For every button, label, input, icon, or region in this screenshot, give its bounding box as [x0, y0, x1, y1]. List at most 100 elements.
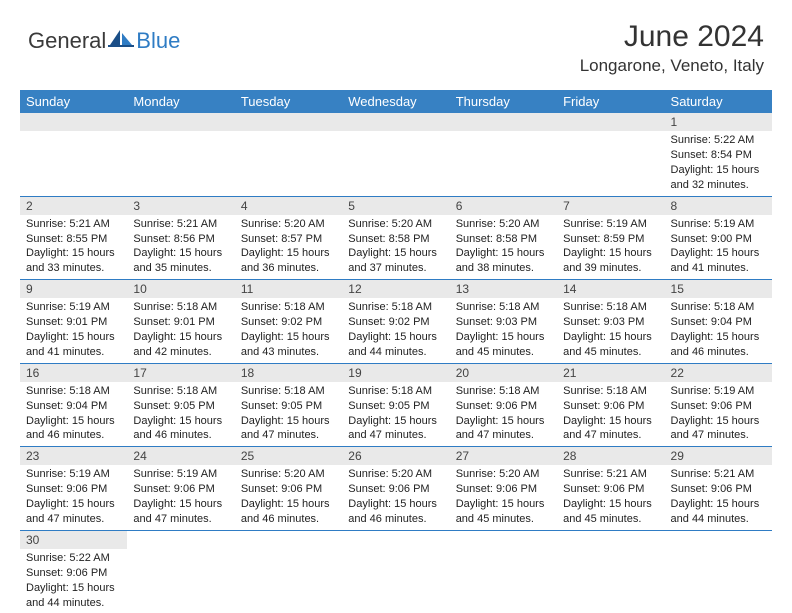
daylight-text: Daylight: 15 hours and 47 minutes.: [456, 414, 551, 444]
day-cell: [665, 530, 772, 613]
day-details: Sunrise: 5:19 AMSunset: 9:06 PMDaylight:…: [665, 382, 772, 446]
daylight-text: Daylight: 15 hours and 33 minutes.: [26, 246, 121, 276]
day-number-empty: [20, 113, 127, 131]
daylight-text: Daylight: 15 hours and 47 minutes.: [671, 414, 766, 444]
day-cell: 16Sunrise: 5:18 AMSunset: 9:04 PMDayligh…: [20, 363, 127, 447]
day-details: Sunrise: 5:18 AMSunset: 9:02 PMDaylight:…: [235, 298, 342, 362]
week-row: 1Sunrise: 5:22 AMSunset: 8:54 PMDaylight…: [20, 113, 772, 196]
sunrise-text: Sunrise: 5:18 AM: [456, 300, 551, 315]
daylight-text: Daylight: 15 hours and 43 minutes.: [241, 330, 336, 360]
sunrise-text: Sunrise: 5:18 AM: [26, 384, 121, 399]
day-number: 25: [235, 447, 342, 465]
day-details: Sunrise: 5:20 AMSunset: 9:06 PMDaylight:…: [450, 465, 557, 529]
day-number-empty: [235, 113, 342, 131]
brand-part1: General: [28, 28, 106, 54]
day-cell: 26Sunrise: 5:20 AMSunset: 9:06 PMDayligh…: [342, 447, 449, 531]
daylight-text: Daylight: 15 hours and 37 minutes.: [348, 246, 443, 276]
sunset-text: Sunset: 9:06 PM: [241, 482, 336, 497]
weekday-header: Wednesday: [342, 90, 449, 113]
day-number: 8: [665, 197, 772, 215]
day-cell: 24Sunrise: 5:19 AMSunset: 9:06 PMDayligh…: [127, 447, 234, 531]
sunrise-text: Sunrise: 5:20 AM: [241, 467, 336, 482]
day-details: Sunrise: 5:22 AMSunset: 8:54 PMDaylight:…: [665, 131, 772, 195]
day-number: 21: [557, 364, 664, 382]
sunset-text: Sunset: 9:05 PM: [241, 399, 336, 414]
day-cell: 11Sunrise: 5:18 AMSunset: 9:02 PMDayligh…: [235, 280, 342, 364]
day-cell: 2Sunrise: 5:21 AMSunset: 8:55 PMDaylight…: [20, 196, 127, 280]
daylight-text: Daylight: 15 hours and 45 minutes.: [456, 497, 551, 527]
sunset-text: Sunset: 9:05 PM: [133, 399, 228, 414]
sunset-text: Sunset: 8:58 PM: [348, 232, 443, 247]
day-number: 5: [342, 197, 449, 215]
daylight-text: Daylight: 15 hours and 47 minutes.: [563, 414, 658, 444]
daylight-text: Daylight: 15 hours and 41 minutes.: [671, 246, 766, 276]
day-cell: [450, 113, 557, 196]
daylight-text: Daylight: 15 hours and 38 minutes.: [456, 246, 551, 276]
brand-part2: Blue: [136, 28, 180, 54]
daylight-text: Daylight: 15 hours and 47 minutes.: [26, 497, 121, 527]
sunrise-text: Sunrise: 5:19 AM: [563, 217, 658, 232]
day-details: Sunrise: 5:18 AMSunset: 9:03 PMDaylight:…: [557, 298, 664, 362]
daylight-text: Daylight: 15 hours and 45 minutes.: [563, 330, 658, 360]
day-details: Sunrise: 5:19 AMSunset: 9:06 PMDaylight:…: [127, 465, 234, 529]
day-cell: 3Sunrise: 5:21 AMSunset: 8:56 PMDaylight…: [127, 196, 234, 280]
day-number-empty: [127, 113, 234, 131]
day-number: 3: [127, 197, 234, 215]
sunrise-text: Sunrise: 5:18 AM: [563, 300, 658, 315]
sunset-text: Sunset: 9:04 PM: [671, 315, 766, 330]
day-number: 30: [20, 531, 127, 549]
day-cell: 20Sunrise: 5:18 AMSunset: 9:06 PMDayligh…: [450, 363, 557, 447]
day-cell: [235, 113, 342, 196]
day-cell: 18Sunrise: 5:18 AMSunset: 9:05 PMDayligh…: [235, 363, 342, 447]
sunrise-text: Sunrise: 5:20 AM: [241, 217, 336, 232]
daylight-text: Daylight: 15 hours and 44 minutes.: [671, 497, 766, 527]
sunset-text: Sunset: 8:59 PM: [563, 232, 658, 247]
day-cell: 12Sunrise: 5:18 AMSunset: 9:02 PMDayligh…: [342, 280, 449, 364]
day-cell: 29Sunrise: 5:21 AMSunset: 9:06 PMDayligh…: [665, 447, 772, 531]
sunrise-text: Sunrise: 5:21 AM: [671, 467, 766, 482]
day-number: 6: [450, 197, 557, 215]
day-number-empty: [342, 113, 449, 131]
sunset-text: Sunset: 8:58 PM: [456, 232, 551, 247]
day-details: Sunrise: 5:18 AMSunset: 9:06 PMDaylight:…: [557, 382, 664, 446]
day-cell: 1Sunrise: 5:22 AMSunset: 8:54 PMDaylight…: [665, 113, 772, 196]
daylight-text: Daylight: 15 hours and 47 minutes.: [348, 414, 443, 444]
day-cell: [557, 530, 664, 613]
sunset-text: Sunset: 9:02 PM: [241, 315, 336, 330]
day-number: 13: [450, 280, 557, 298]
sunrise-text: Sunrise: 5:21 AM: [26, 217, 121, 232]
sunset-text: Sunset: 9:06 PM: [26, 482, 121, 497]
sunset-text: Sunset: 9:06 PM: [456, 399, 551, 414]
day-details: Sunrise: 5:18 AMSunset: 9:03 PMDaylight:…: [450, 298, 557, 362]
day-details: Sunrise: 5:18 AMSunset: 9:05 PMDaylight:…: [127, 382, 234, 446]
day-number: 28: [557, 447, 664, 465]
sunset-text: Sunset: 9:00 PM: [671, 232, 766, 247]
day-number: 10: [127, 280, 234, 298]
daylight-text: Daylight: 15 hours and 39 minutes.: [563, 246, 658, 276]
day-number: 20: [450, 364, 557, 382]
day-cell: 10Sunrise: 5:18 AMSunset: 9:01 PMDayligh…: [127, 280, 234, 364]
sunrise-text: Sunrise: 5:20 AM: [348, 217, 443, 232]
sunrise-text: Sunrise: 5:18 AM: [133, 300, 228, 315]
day-number: 1: [665, 113, 772, 131]
day-details: Sunrise: 5:19 AMSunset: 9:06 PMDaylight:…: [20, 465, 127, 529]
day-cell: 22Sunrise: 5:19 AMSunset: 9:06 PMDayligh…: [665, 363, 772, 447]
sunrise-text: Sunrise: 5:20 AM: [456, 467, 551, 482]
title-block: June 2024 Longarone, Veneto, Italy: [580, 20, 764, 76]
sunrise-text: Sunrise: 5:19 AM: [26, 300, 121, 315]
daylight-text: Daylight: 15 hours and 41 minutes.: [26, 330, 121, 360]
day-number: 22: [665, 364, 772, 382]
daylight-text: Daylight: 15 hours and 42 minutes.: [133, 330, 228, 360]
day-cell: 5 Sunrise: 5:20 AMSunset: 8:58 PMDaylight…: [342, 196, 449, 280]
day-cell: 30Sunrise: 5:22 AMSunset: 9:06 PMDayligh…: [20, 530, 127, 613]
week-row: 16Sunrise: 5:18 AMSunset: 9:04 PMDayligh…: [20, 363, 772, 447]
sunset-text: Sunset: 9:05 PM: [348, 399, 443, 414]
sunset-text: Sunset: 9:02 PM: [348, 315, 443, 330]
sunset-text: Sunset: 9:01 PM: [26, 315, 121, 330]
sunset-text: Sunset: 9:03 PM: [456, 315, 551, 330]
sunset-text: Sunset: 9:06 PM: [563, 482, 658, 497]
sunrise-text: Sunrise: 5:21 AM: [133, 217, 228, 232]
day-details: Sunrise: 5:20 AMSunset: 9:06 PMDaylight:…: [235, 465, 342, 529]
sunrise-text: Sunrise: 5:20 AM: [348, 467, 443, 482]
sunset-text: Sunset: 9:06 PM: [671, 399, 766, 414]
